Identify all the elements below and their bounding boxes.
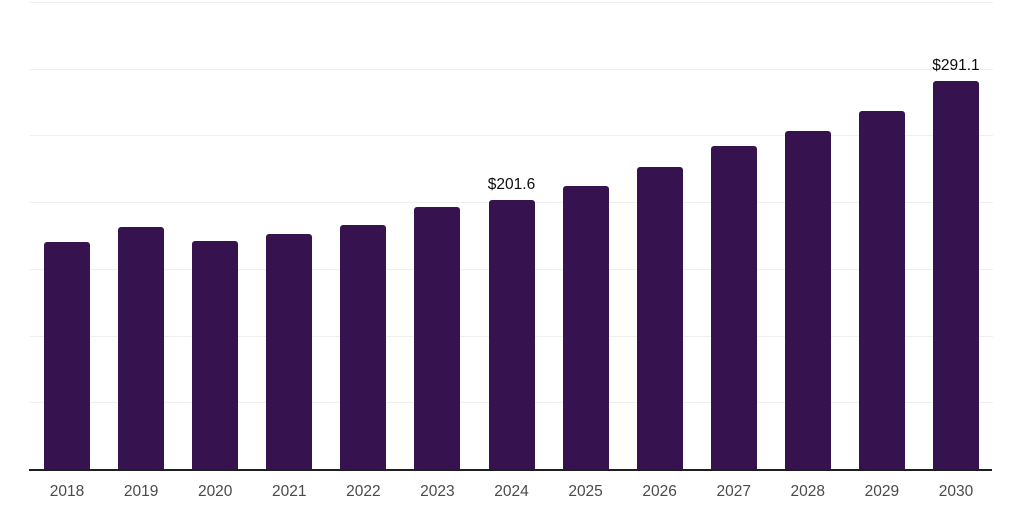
x-tick-2023: 2023	[420, 483, 455, 500]
x-tick-2030: 2030	[938, 483, 974, 500]
gridline-250	[30, 135, 993, 137]
bar-2021[interactable]	[266, 233, 313, 469]
bar-value-label-2030: $291.1	[932, 56, 980, 74]
bar-2027[interactable]	[710, 146, 757, 469]
x-tick-2021: 2021	[272, 483, 307, 500]
bar-2030[interactable]	[932, 80, 979, 469]
bar-2028[interactable]	[784, 131, 831, 469]
x-tick-2022: 2022	[346, 483, 381, 500]
bar-2018[interactable]	[44, 241, 91, 469]
plot-area: $201.6 $291.1	[30, 2, 993, 469]
bar-2029[interactable]	[858, 111, 905, 469]
bar-2025[interactable]	[562, 186, 609, 469]
bar-2022[interactable]	[340, 225, 387, 469]
x-tick-2026: 2026	[642, 483, 677, 500]
x-tick-2029: 2029	[864, 483, 900, 500]
bar-2020[interactable]	[192, 240, 239, 469]
bar-2026[interactable]	[636, 167, 683, 469]
bar-2019[interactable]	[118, 227, 165, 469]
x-tick-2019: 2019	[123, 483, 159, 500]
gridline-300	[30, 68, 993, 70]
bar-value-label-2024: $201.6	[487, 176, 536, 194]
bar-2023[interactable]	[414, 206, 461, 469]
x-tick-2020: 2020	[197, 483, 233, 500]
x-tick-2025: 2025	[568, 483, 603, 500]
bar-2024[interactable]	[488, 200, 535, 469]
x-tick-2018: 2018	[49, 483, 85, 500]
x-tick-2027: 2027	[716, 483, 751, 500]
x-tick-2028: 2028	[790, 483, 826, 500]
x-tick-2024: 2024	[494, 483, 529, 500]
gridline-350	[30, 2, 993, 3]
x-axis-line	[29, 469, 992, 471]
